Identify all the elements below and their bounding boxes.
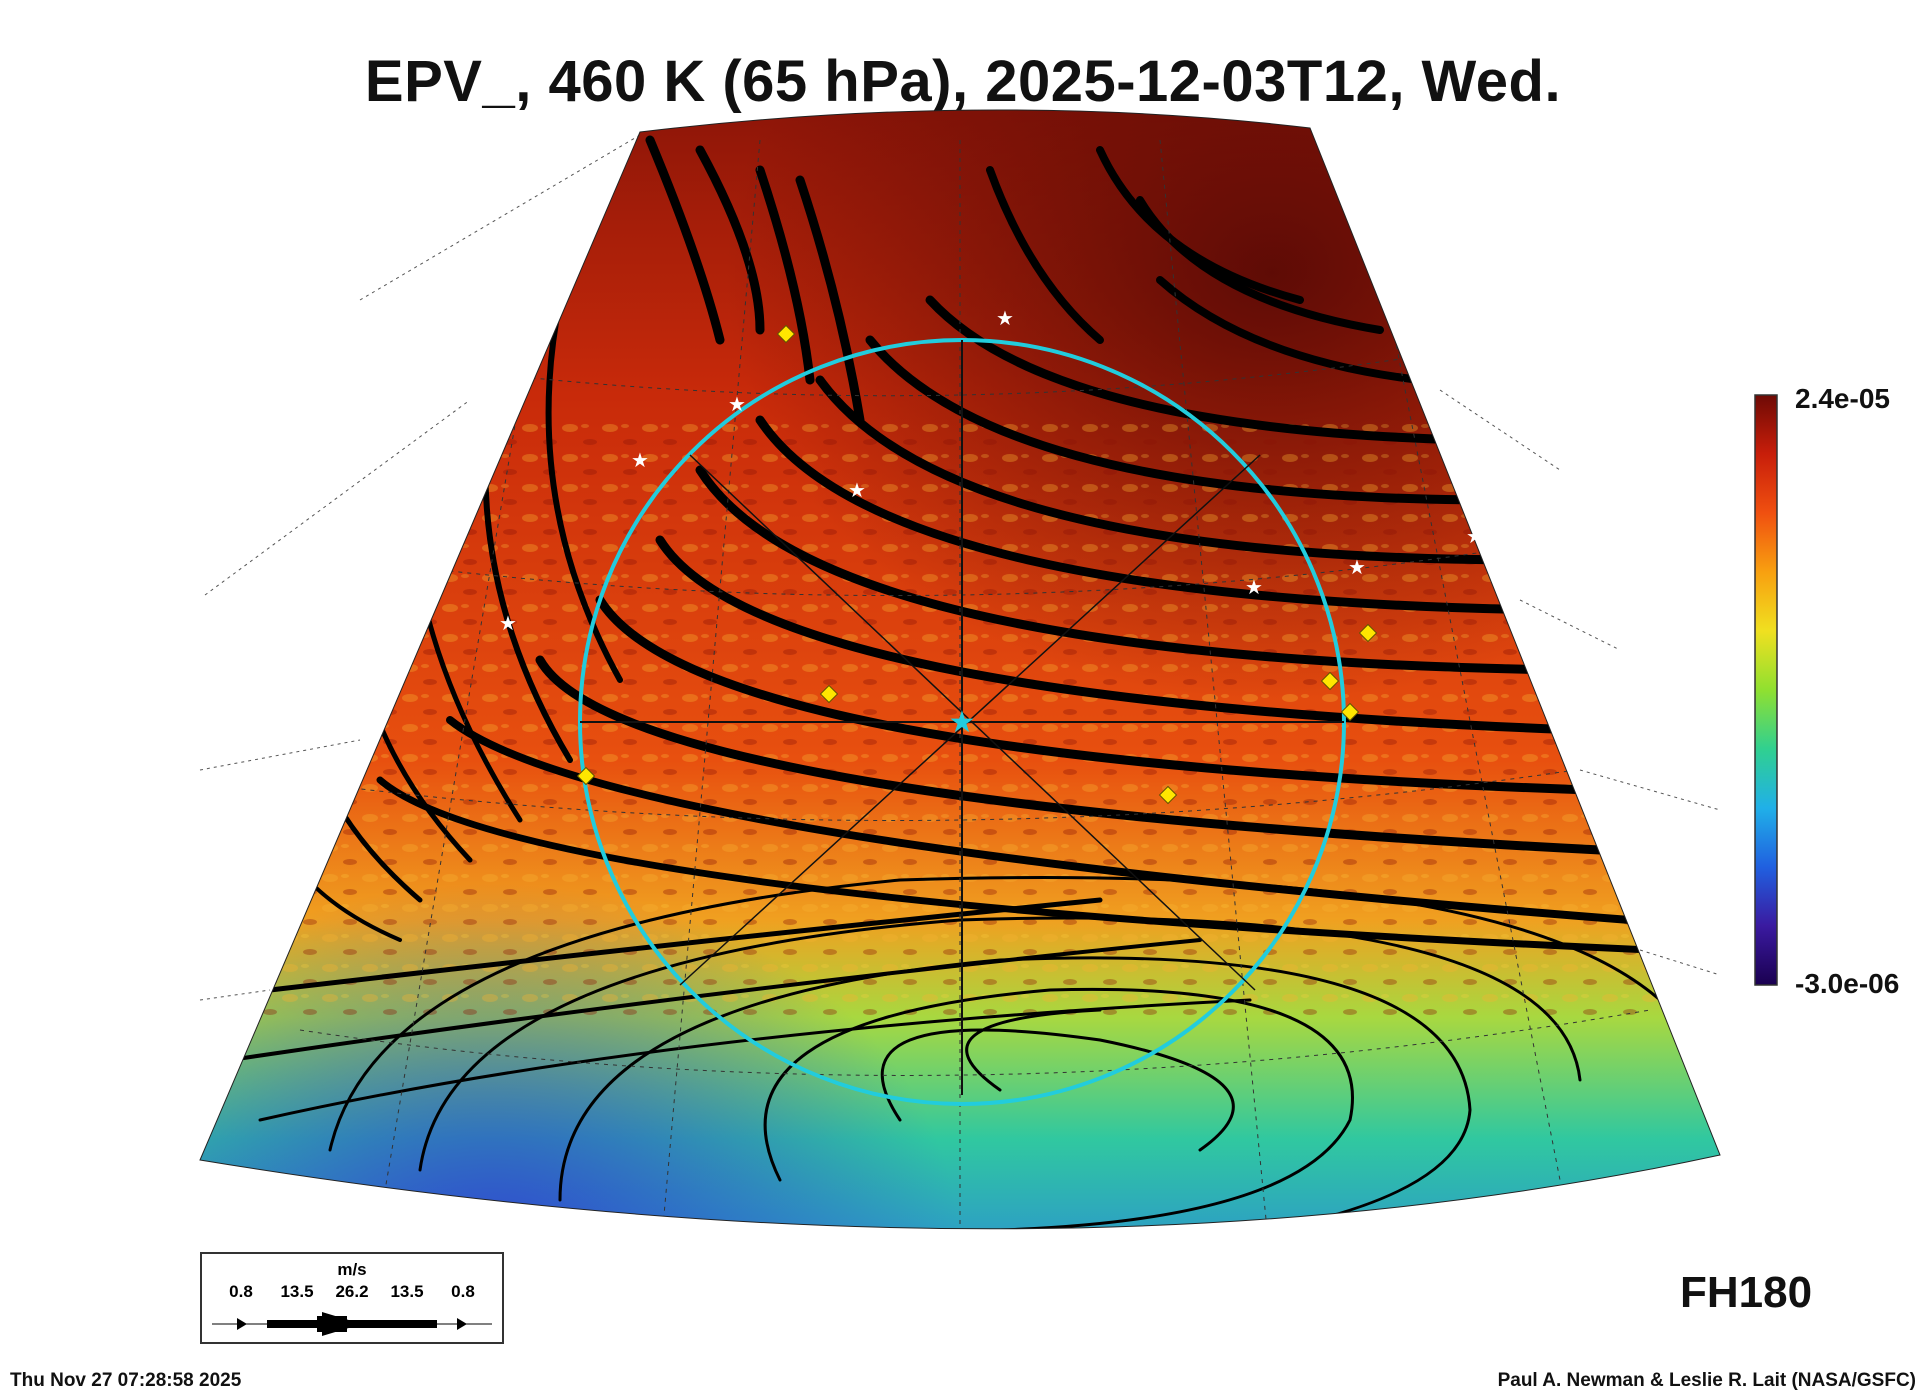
vector-legend-value: 26.2	[335, 1282, 369, 1301]
streamline	[925, 295, 1475, 445]
streamline	[328, 876, 1662, 1152]
domain-circle: ★	[578, 338, 1346, 1106]
streamline	[418, 916, 1582, 1172]
vector-legend-value: 0.8	[451, 1282, 475, 1301]
station-star-icon: ★	[996, 306, 1014, 330]
vector-legend-value: 0.8	[229, 1282, 253, 1301]
station-diamond-icon	[576, 766, 596, 786]
streamline	[815, 375, 1535, 565]
colorbar-min-label: -3.0e-06	[1795, 968, 1900, 999]
station-star-icon: ★	[1348, 555, 1366, 579]
station-star-icon: ★	[499, 611, 517, 635]
streamline	[965, 1008, 1102, 1092]
epv-field	[200, 109, 1720, 1229]
map-title: EPV_, 460 K (65 hPa), 2025-12-03T12, Wed…	[364, 49, 1562, 114]
streamline	[535, 655, 1605, 855]
streamline	[446, 716, 1634, 924]
footer-timestamp: Thu Nov 27 07:28:58 2025	[10, 1370, 242, 1391]
streamline	[267, 897, 1103, 993]
station-diamond-icon	[1158, 785, 1178, 805]
station-star-icon: ★	[728, 392, 746, 416]
station-diamond-icon	[1320, 671, 1340, 691]
colorbar-max-label: 2.4e-05	[1795, 383, 1890, 414]
streamline	[695, 145, 765, 335]
vector-legend-unit: m/s	[337, 1260, 367, 1279]
streamline	[655, 535, 1585, 735]
footer-credit: Paul A. Newman & Leslie R. Lait (NASA/GS…	[1497, 1370, 1916, 1391]
station-star-icon: ★	[848, 478, 866, 502]
streamline	[1156, 276, 1424, 384]
streamline	[695, 465, 1575, 675]
forecast-hour-label: FH180	[1680, 1268, 1813, 1317]
colorbar	[1754, 394, 1778, 986]
streamline	[228, 938, 1202, 1062]
station-diamond-icon	[1340, 702, 1360, 722]
streamline	[1136, 196, 1384, 334]
streamline	[986, 166, 1104, 344]
markers: ★ ★ ★ ★ ★ ★ ★ ★	[499, 306, 1484, 805]
graticule-outside	[199, 134, 1721, 1001]
vector-legend-value: 13.5	[390, 1282, 424, 1301]
station-star-icon: ★	[1466, 524, 1484, 548]
streamline	[880, 1028, 1235, 1152]
streamline	[755, 165, 815, 385]
streamline	[865, 335, 1505, 505]
vector-legend: m/s 0.8 13.5 26.2 13.5 0.8	[200, 1252, 504, 1344]
vector-legend-arrows-icon	[212, 1312, 492, 1336]
streamline	[763, 987, 1354, 1229]
center-star-icon: ★	[949, 705, 976, 740]
streamline	[595, 595, 1595, 795]
station-diamond-icon	[1358, 623, 1378, 643]
station-diamond-icon	[819, 684, 839, 704]
station-star-icon: ★	[631, 448, 649, 472]
streamline	[795, 175, 865, 425]
station-diamond-icon	[776, 324, 796, 344]
station-star-icon: ★	[1245, 575, 1263, 599]
streamline	[645, 135, 725, 345]
vector-legend-value: 13.5	[280, 1282, 314, 1301]
streamline	[755, 415, 1555, 615]
streamline	[545, 297, 623, 683]
